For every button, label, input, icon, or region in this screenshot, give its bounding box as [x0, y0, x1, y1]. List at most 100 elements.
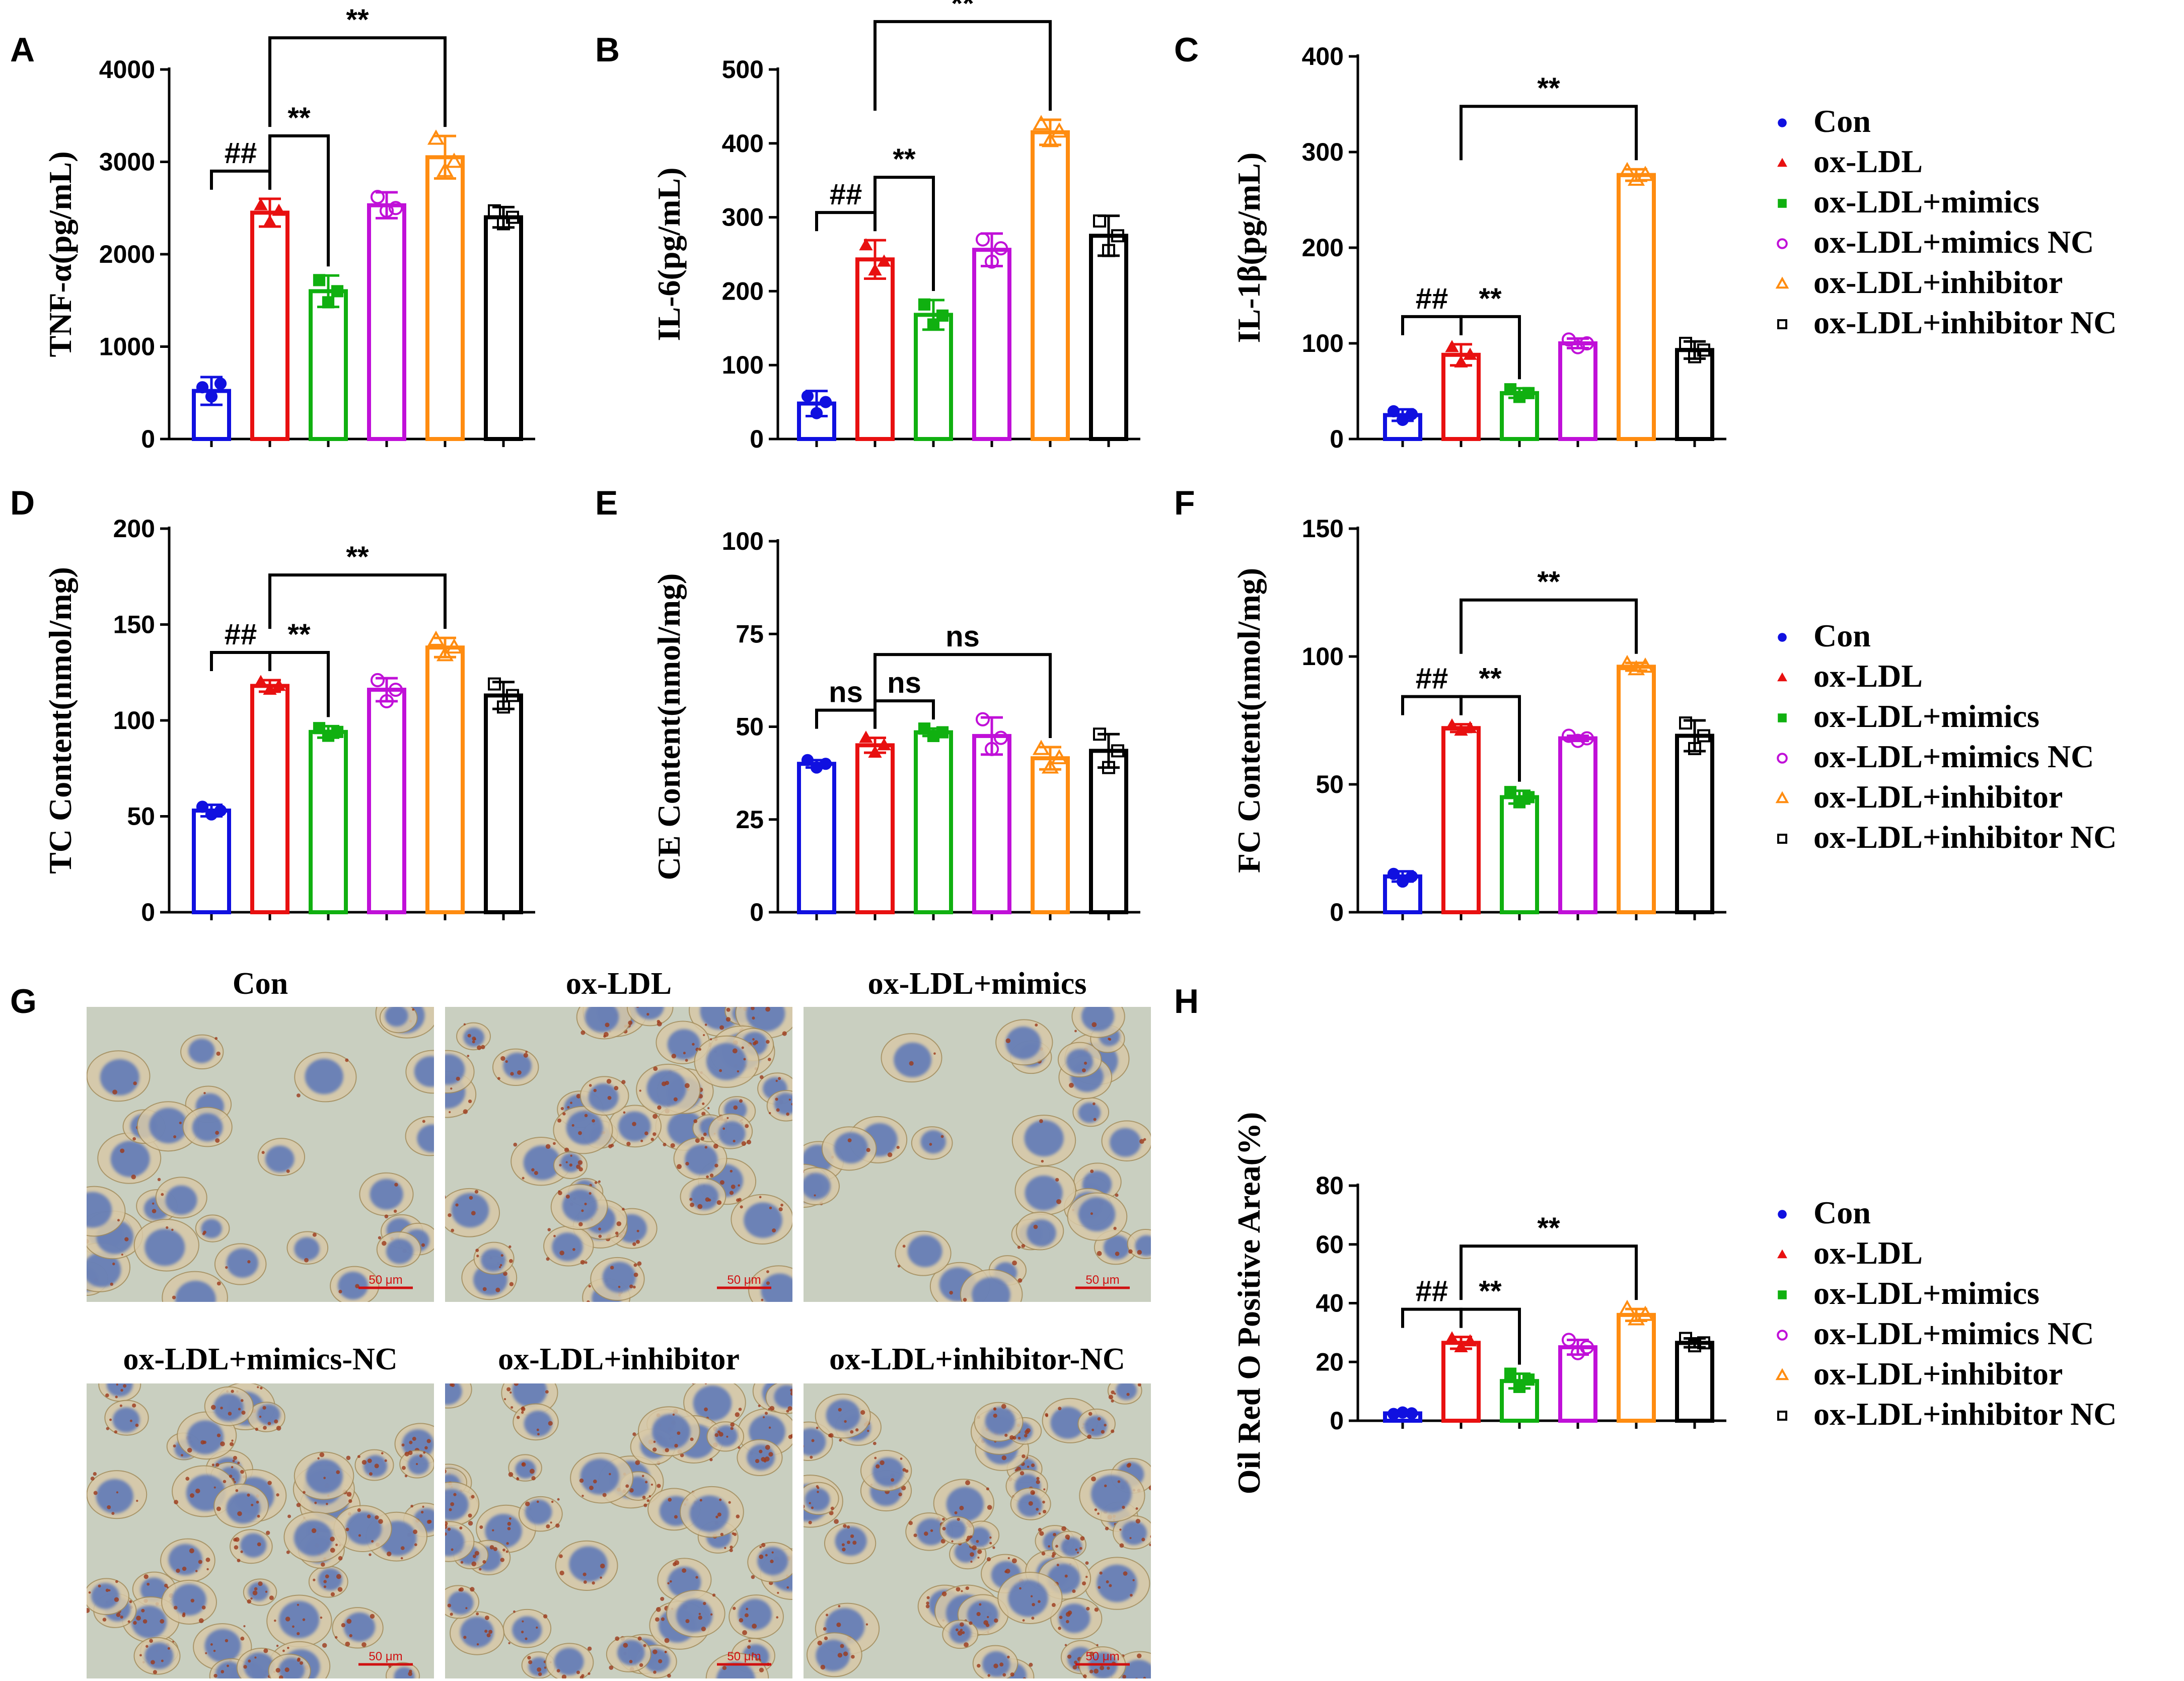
lipid-droplet	[216, 1051, 221, 1056]
lipid-droplet	[648, 1495, 651, 1498]
lipid-droplet	[477, 1045, 482, 1050]
cell-nucleus	[417, 1124, 434, 1153]
data-point	[801, 754, 814, 766]
lipid-droplet	[745, 1000, 748, 1003]
lipid-droplet	[1064, 1644, 1067, 1646]
data-point	[1111, 744, 1124, 758]
cell-cluster	[445, 1000, 792, 1302]
significance-label: ##	[1416, 282, 1448, 315]
data-point	[331, 725, 344, 738]
lipid-droplet	[690, 1202, 695, 1207]
y-tick-label: 150	[1302, 515, 1344, 543]
lipid-droplet	[1115, 1193, 1119, 1197]
lipid-droplet	[987, 1674, 991, 1677]
lipid-droplet	[735, 1412, 740, 1417]
bar-group-ox-ldl-inhibitor	[1031, 740, 1070, 915]
lipid-droplet	[565, 1161, 568, 1163]
bracket-line	[1460, 1307, 1521, 1365]
significance-bracket: ##	[1401, 282, 1463, 335]
lipid-droplet	[93, 1491, 98, 1495]
significance-label: ##	[1416, 663, 1448, 695]
lipid-droplet	[243, 1665, 247, 1669]
bracket-line	[1460, 598, 1638, 654]
legend-marker-ox-ldl-mimics	[1778, 713, 1787, 722]
lipid-droplet	[408, 1671, 412, 1676]
lipid-droplet	[410, 1504, 413, 1508]
cell-nucleus	[588, 1083, 619, 1112]
lipid-droplet	[346, 1455, 351, 1460]
data-point	[993, 241, 1008, 256]
lipid-droplet	[370, 1614, 375, 1619]
lipid-droplet	[726, 1007, 731, 1012]
data-point	[1093, 727, 1106, 741]
y-tick-label: 500	[722, 55, 764, 84]
lipid-droplet	[989, 1536, 992, 1539]
lipid-droplet	[746, 1607, 749, 1611]
lipid-droplet	[976, 1612, 981, 1617]
lipid-droplet	[756, 1658, 759, 1661]
lipid-droplet	[1038, 1600, 1041, 1603]
cell-nucleus	[602, 1262, 636, 1293]
lipid-droplet	[1036, 1477, 1040, 1480]
data-point	[1636, 657, 1654, 673]
lipid-droplet	[741, 1046, 744, 1049]
bar-group-ox-ldl-inhibitor-nc	[1675, 1332, 1714, 1423]
lipid-droplet	[492, 1529, 494, 1531]
lipid-droplet	[1119, 1528, 1122, 1531]
cell-nucleus	[188, 1039, 215, 1063]
lipid-droplet	[581, 1494, 584, 1497]
bar-group-ox-ldl-inhibitor	[425, 129, 465, 441]
y-tick-label: 4000	[99, 55, 155, 84]
lipid-droplet	[437, 1515, 441, 1519]
cell-nucleus	[1110, 1128, 1141, 1157]
lipid-droplet	[593, 1479, 597, 1484]
lipid-droplet	[267, 1481, 272, 1485]
data-point	[1041, 758, 1059, 774]
significance-label: ns	[829, 676, 863, 709]
lipid-droplet	[746, 1139, 752, 1145]
bar-group-ox-ldl-inhibitor	[1617, 162, 1656, 442]
lipid-droplet	[472, 1037, 476, 1041]
lipid-droplet	[589, 1192, 592, 1195]
data-point	[868, 263, 882, 276]
lipid-droplet	[1072, 1589, 1076, 1593]
lipid-droplet	[1128, 1249, 1133, 1254]
lipid-droplet	[969, 1621, 973, 1625]
lipid-droplet	[1117, 1480, 1121, 1483]
lipid-droplet	[1007, 1655, 1010, 1659]
bracket-line	[1401, 1307, 1463, 1328]
lipid-droplet	[823, 1627, 827, 1631]
lipid-droplet	[319, 1452, 325, 1457]
lipid-droplet	[669, 1580, 672, 1583]
data-point	[868, 745, 882, 758]
lipid-droplet	[692, 1043, 695, 1046]
cell-nucleus	[448, 1591, 474, 1615]
lipid-droplet	[633, 1285, 636, 1289]
data-point	[1102, 244, 1115, 257]
lipid-droplet	[451, 1548, 454, 1551]
bar	[1675, 348, 1714, 441]
lipid-droplet	[693, 1119, 698, 1123]
data-point	[436, 162, 454, 177]
lipid-droplet	[263, 1648, 268, 1653]
lipid-droplet	[468, 1513, 472, 1518]
y-tick-label: 3000	[99, 148, 155, 176]
lipid-droplet	[1022, 1454, 1026, 1458]
bar-group-con	[1383, 1406, 1422, 1423]
lipid-droplet	[384, 1214, 389, 1219]
lipid-droplet	[225, 1639, 229, 1643]
lipid-droplet	[653, 1066, 658, 1071]
lipid-droplet	[855, 1428, 859, 1432]
lipid-droplet	[1090, 1170, 1094, 1174]
lipid-droplet	[986, 1557, 991, 1562]
lipid-droplet	[129, 1600, 132, 1603]
cell-nucleus	[512, 1616, 542, 1644]
lipid-droplet	[511, 1406, 514, 1409]
lipid-droplet	[472, 1040, 475, 1044]
lipid-droplet	[636, 1229, 639, 1232]
lipid-droplet	[949, 1291, 953, 1295]
lipid-droplet	[484, 1630, 488, 1633]
lipid-droplet	[400, 1557, 403, 1560]
